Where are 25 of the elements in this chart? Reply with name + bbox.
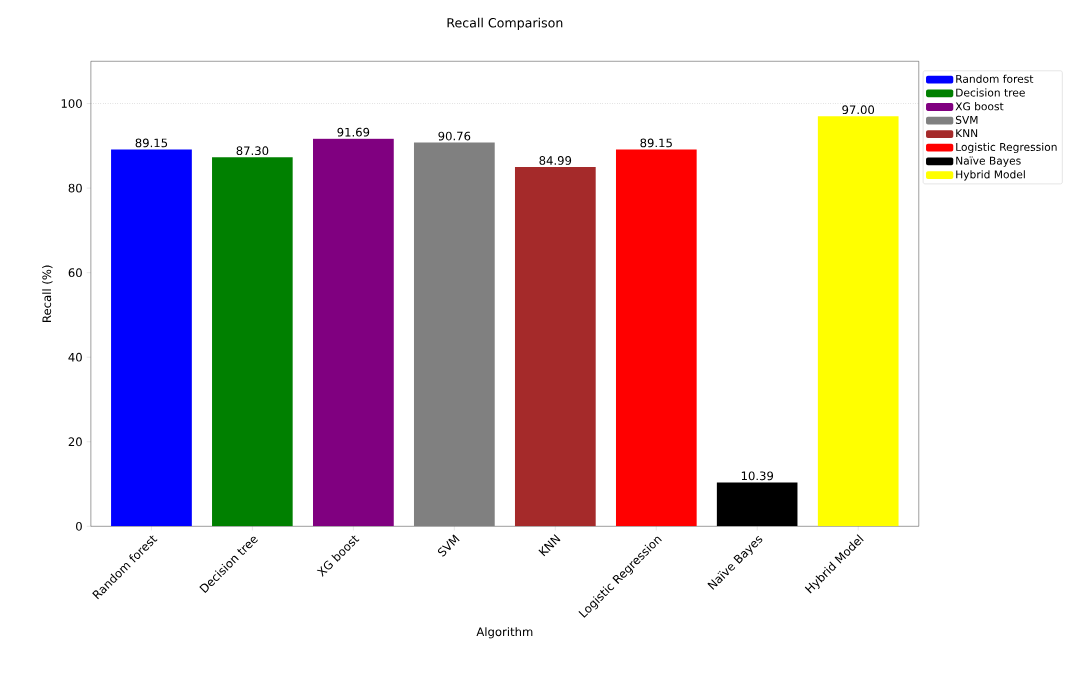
legend-label: Decision tree — [956, 88, 1025, 97]
legend-label: Logistic Regression — [956, 142, 1057, 154]
y-tick-label: 80 — [68, 183, 82, 193]
legend-label: KNN — [956, 129, 978, 138]
data-label: 97.00 — [842, 105, 875, 115]
y-tick-label: 0 — [76, 521, 82, 531]
data-label: 84.99 — [539, 156, 572, 165]
data-label: 90.76 — [438, 131, 471, 141]
legend-label: Naïve Bayes — [956, 156, 1021, 167]
data-label: 89.15 — [135, 138, 168, 148]
y-tick-label: 40 — [68, 352, 82, 362]
data-label: 91.69 — [337, 127, 370, 137]
data-label: 10.39 — [741, 471, 774, 481]
data-label: 87.30 — [236, 146, 269, 156]
chart-title: Recall Comparison — [447, 17, 563, 31]
y-tick-label: 20 — [68, 437, 82, 447]
y-axis-title: Recall (%) — [42, 265, 53, 322]
y-tick-label: 60 — [68, 268, 82, 278]
legend-label: Random forest — [956, 74, 1034, 83]
legend-label: Hybrid Model — [956, 170, 1025, 181]
legend-label: SVM — [955, 115, 978, 124]
x-axis-title: Algorithm — [476, 627, 533, 639]
y-tick-label: 100 — [61, 99, 82, 108]
legend-label: XG boost — [955, 102, 1004, 111]
data-label: 89.15 — [640, 138, 672, 148]
